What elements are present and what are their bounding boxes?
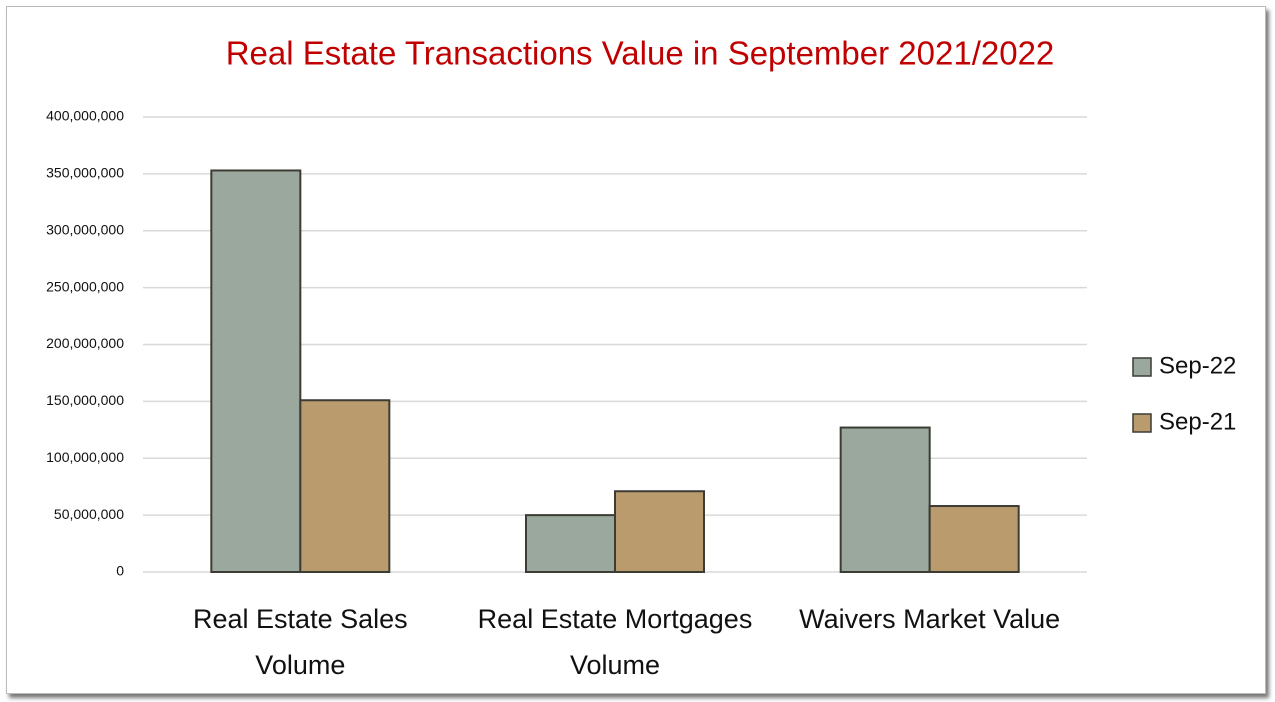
- y-tick-label: 0: [116, 563, 124, 579]
- x-tick-label: Real Estate Mortgages Volume: [477, 604, 753, 680]
- y-tick-label: 100,000,000: [46, 449, 124, 465]
- legend-swatch: [1132, 357, 1152, 377]
- x-tick-label: Real Estate Sales Volume: [193, 604, 408, 680]
- x-tick-label: Waivers Market Value: [799, 604, 1061, 634]
- bar: [299, 399, 391, 573]
- bar: [614, 490, 705, 573]
- bar: [525, 514, 616, 573]
- chart-title: Real Estate Transactions Value in Septem…: [226, 35, 1055, 72]
- y-tick-label: 300,000,000: [46, 221, 124, 237]
- y-tick-label: 200,000,000: [46, 335, 124, 351]
- legend-label: Sep-22: [1159, 352, 1236, 379]
- y-tick-label: 50,000,000: [54, 506, 124, 522]
- bar: [839, 426, 931, 573]
- y-tick-label: 350,000,000: [46, 165, 124, 181]
- legend-label: Sep-21: [1159, 408, 1236, 435]
- y-tick-label: 150,000,000: [46, 392, 124, 408]
- y-tick-label: 400,000,000: [46, 108, 124, 124]
- bar: [928, 505, 1020, 573]
- legend-swatch: [1132, 413, 1152, 433]
- bar: [210, 169, 302, 573]
- y-tick-label: 250,000,000: [46, 278, 124, 294]
